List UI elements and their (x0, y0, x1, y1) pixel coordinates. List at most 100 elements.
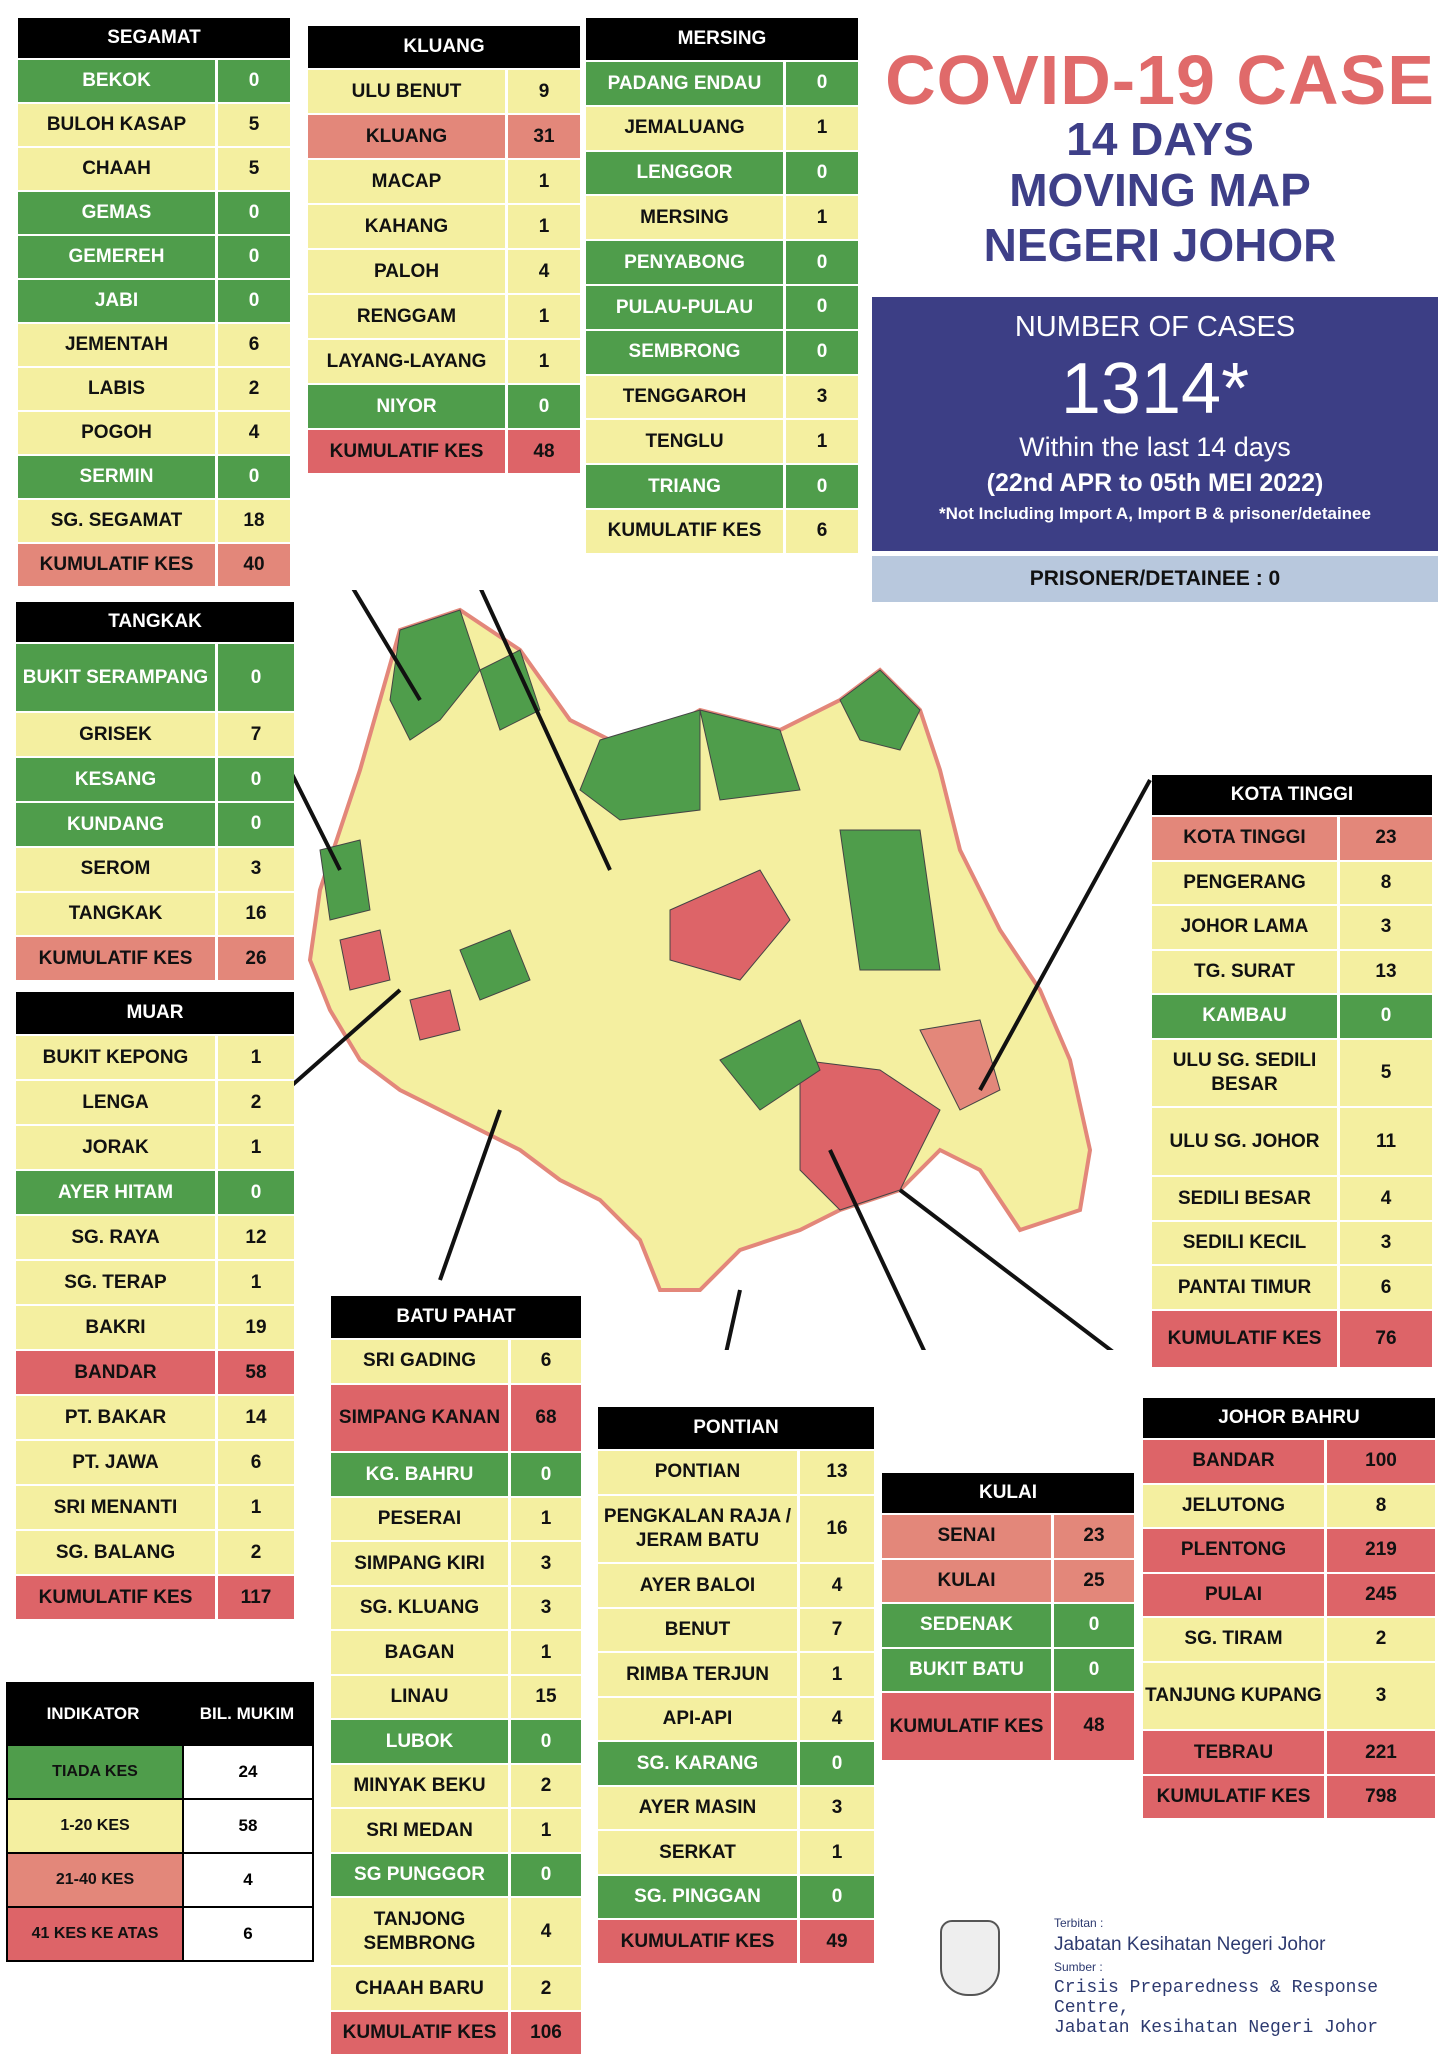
mukim-name: KAHANG (308, 205, 505, 248)
case-count: 19 (215, 1306, 294, 1349)
mukim-row: GRISEK 7 (16, 711, 294, 757)
mukim-row: SG. PINGGAN 0 (598, 1873, 874, 1919)
legend-row: 41 KES KE ATAS 6 (6, 1908, 314, 1962)
case-count: 0 (797, 1875, 874, 1919)
district-table-pontian: PONTIAN PONTIAN 13 PENGKALAN RAJA / JERAM B… (598, 1407, 874, 1963)
mukim-name: TENGGAROH (586, 375, 783, 419)
legend-count: 4 (182, 1854, 314, 1906)
mukim-name: KUMULATIF KES (331, 2011, 508, 2054)
mukim-name: MINYAK BEKU (331, 1764, 508, 1808)
mukim-row: PESERAI 1 (331, 1495, 581, 1541)
published-by-label: Terbitan : (1054, 1916, 1104, 1930)
legend-header-count: BIL. MUKIM (199, 1704, 295, 1723)
case-count: 5 (1337, 1039, 1432, 1107)
mukim-row: LUBOK 0 (331, 1718, 581, 1763)
mukim-name: MACAP (308, 160, 505, 203)
case-count: 31 (505, 115, 580, 158)
mukim-row: TRIANG 0 (586, 463, 858, 508)
mukim-row: PULAU-PULAU 0 (586, 283, 858, 329)
case-count: 6 (1337, 1266, 1432, 1309)
case-count: 18 (215, 500, 290, 542)
case-count: 798 (1324, 1775, 1435, 1819)
case-count: 0 (215, 280, 290, 322)
case-count: 15 (508, 1675, 581, 1719)
case-count: 0 (215, 192, 290, 234)
mukim-row: LINAU 15 (331, 1673, 581, 1719)
mukim-row: CHAAH BARU 2 (331, 1965, 581, 2010)
case-count: 1 (505, 205, 580, 248)
mukim-row: TANGKAK 16 (16, 890, 294, 936)
district-table-mersing: MERSING PADANG ENDAU 0 JEMALUANG 1 LENGGOR 0 ME… (586, 18, 858, 553)
mukim-row: GEMAS 0 (18, 190, 290, 234)
mukim-row: BUKIT BATU 0 (882, 1646, 1134, 1691)
district-header: SEGAMAT (18, 18, 290, 58)
mukim-name: SEDILI KECIL (1152, 1221, 1337, 1265)
case-count: 0 (215, 456, 290, 498)
mukim-name: TANJONG SEMBRONG (331, 1898, 508, 1966)
mukim-row: SG. TIRAM 2 (1143, 1616, 1435, 1661)
mukim-name: CHAAH (18, 148, 215, 190)
mukim-name: NIYOR (308, 385, 505, 428)
mukim-name: KUMULATIF KES (18, 544, 215, 586)
case-count: 3 (1324, 1662, 1435, 1730)
date-range: (22nd APR to 05th MEI 2022) (986, 469, 1324, 497)
case-count: 4 (505, 250, 580, 293)
mukim-row: GEMEREH 0 (18, 234, 290, 278)
mukim-row: BAKRI 19 (16, 1304, 294, 1349)
mukim-name: TENGLU (586, 420, 783, 464)
mukim-name: AYER BALOI (598, 1564, 797, 1607)
number-of-cases-label: NUMBER OF CASES (1014, 311, 1296, 343)
district-header: JOHOR BAHRU (1143, 1398, 1435, 1438)
mukim-row: LAYANG-LAYANG 1 (308, 338, 580, 383)
mukim-name: PULAI (1143, 1573, 1324, 1616)
mukim-row: PT. BAKAR 14 (16, 1394, 294, 1439)
case-count: 48 (1051, 1693, 1134, 1760)
mukim-name: SERMIN (18, 456, 215, 498)
legend-row: TIADA KES 24 (6, 1746, 314, 1800)
case-count: 23 (1051, 1515, 1134, 1558)
legend-row: 1-20 KES 58 (6, 1800, 314, 1854)
case-count: 4 (215, 412, 290, 454)
legend-header-indikator: INDIKATOR (46, 1704, 140, 1723)
mukim-name: PESERAI (331, 1497, 508, 1541)
case-count: 6 (508, 1340, 581, 1383)
mukim-row: SEDILI BESAR 4 (1152, 1175, 1432, 1220)
mukim-name: BUKIT KEPONG (16, 1036, 215, 1079)
mukim-name: PENGKALAN RAJA / JERAM BATU (598, 1495, 797, 1563)
district-table-muar: MUAR BUKIT KEPONG 1 LENGA 2 JORAK 1 AYER HITAM 0… (16, 992, 294, 1619)
mukim-name: GEMEREH (18, 236, 215, 278)
mukim-row: SG. SEGAMAT 18 (18, 498, 290, 542)
mukim-row: JEMENTAH 6 (18, 322, 290, 366)
mukim-row: CHAAH 5 (18, 146, 290, 190)
district-header: BATU PAHAT (331, 1296, 581, 1338)
mukim-row: KULAI 25 (882, 1557, 1134, 1602)
mukim-name: TANJUNG KUPANG (1143, 1662, 1324, 1730)
case-count: 23 (1337, 817, 1432, 860)
case-count: 5 (215, 148, 290, 190)
case-count: 48 (505, 430, 580, 473)
mukim-name: RENGGAM (308, 295, 505, 338)
mukim-row: JELUTONG 8 (1143, 1482, 1435, 1527)
cumulative-row: KUMULATIF KES 49 (598, 1918, 874, 1963)
mukim-name: API-API (598, 1697, 797, 1741)
legend-indicator: 41 KES KE ATAS (6, 1908, 182, 1960)
mukim-name: KUMULATIF KES (16, 1576, 215, 1619)
case-count: 0 (508, 1453, 581, 1496)
district-table-kulai: KULAI SENAI 23 KULAI 25 SEDENAK 0 BUKIT BATU 0 KU… (882, 1473, 1134, 1760)
mukim-row: SG PUNGGOR 0 (331, 1851, 581, 1897)
mukim-row: SG. RAYA 12 (16, 1214, 294, 1259)
mukim-row: AYER HITAM 0 (16, 1169, 294, 1214)
mukim-name: KG. BAHRU (331, 1453, 508, 1496)
district-header: MERSING (586, 18, 858, 60)
case-count: 16 (215, 892, 294, 936)
mukim-row: PENGKALAN RAJA / JERAM BATU 16 (598, 1493, 874, 1563)
cumulative-row: KUMULATIF KES 26 (16, 935, 294, 981)
case-count: 0 (783, 241, 858, 284)
case-count: 3 (508, 1586, 581, 1630)
mukim-row: ULU SG. JOHOR 11 (1152, 1106, 1432, 1176)
mukim-name: JABI (18, 280, 215, 322)
mukim-row: JEMALUANG 1 (586, 104, 858, 150)
case-count: 3 (1337, 1221, 1432, 1265)
cumulative-row: KUMULATIF KES 106 (331, 2009, 581, 2054)
mukim-row: LENGGOR 0 (586, 149, 858, 195)
